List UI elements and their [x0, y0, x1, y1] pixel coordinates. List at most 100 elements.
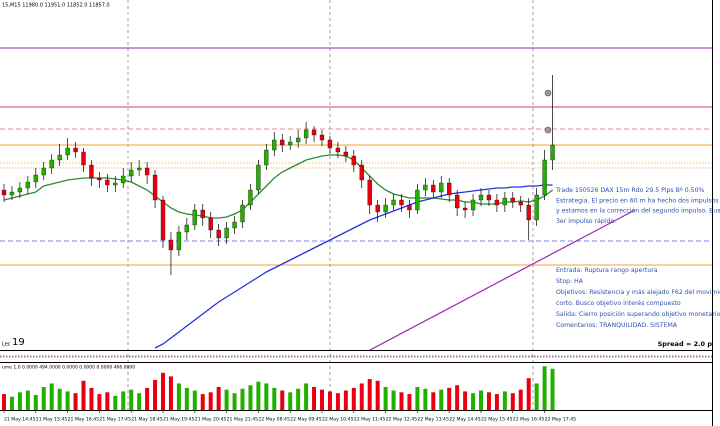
- volume-bar: [129, 389, 134, 410]
- candle-body: [407, 204, 412, 211]
- corner-label: Lec: [2, 342, 11, 348]
- volume-bar: [494, 394, 499, 410]
- x-tick-label: 22 May 11:45: [354, 417, 386, 423]
- volume-bar: [550, 368, 555, 410]
- candle-body: [1, 189, 7, 196]
- volume-bar: [431, 392, 436, 410]
- candle-body: [288, 141, 293, 146]
- x-tick-label: 22 May 12:45: [386, 417, 418, 423]
- volume-bar: [9, 396, 14, 410]
- candle-body: [399, 199, 404, 206]
- plan-note: Stop: HA: [556, 278, 584, 285]
- candle-body: [208, 217, 213, 231]
- candle-body: [343, 151, 349, 157]
- candle-body: [415, 189, 420, 211]
- x-tick-label: 22 May 16:45: [513, 417, 545, 423]
- volume-bar: [168, 376, 173, 410]
- candle-body: [280, 139, 285, 146]
- moving-average: [154, 184, 553, 349]
- volume-bar: [176, 383, 181, 410]
- candle-body: [534, 194, 539, 221]
- candle-body: [192, 209, 197, 226]
- volume-bar: [423, 388, 428, 410]
- volume-bar: [359, 383, 364, 410]
- candle-body: [89, 164, 94, 179]
- candle-body: [9, 191, 15, 196]
- volume-bar: [184, 387, 189, 410]
- x-tick-label: 22 May 10:45: [322, 417, 354, 423]
- candle-body: [518, 201, 523, 206]
- volume-bar: [407, 394, 412, 410]
- candle-body: [160, 199, 166, 241]
- volume-bar: [399, 392, 404, 410]
- candle-body: [447, 182, 452, 196]
- volume-bar: [518, 389, 523, 410]
- candle-body: [152, 174, 158, 201]
- candle-body: [351, 155, 356, 166]
- plan-note: Entrada: Ruptura rango apertura: [556, 267, 658, 274]
- trade-note: y estamos en la corrección del segundo i…: [556, 207, 720, 215]
- trendline: [369, 209, 636, 351]
- volume-bar: [57, 388, 62, 410]
- candle-body: [295, 137, 301, 143]
- volume-bar: [335, 393, 340, 410]
- x-tick-label: 22 May 14:45: [449, 417, 481, 423]
- candle-body: [73, 147, 78, 153]
- candle-body: [327, 139, 333, 149]
- candle-body: [232, 221, 237, 229]
- volume-bar: [113, 395, 118, 410]
- candle-body: [97, 177, 102, 181]
- volume-bar: [97, 394, 102, 410]
- volume-bar: [447, 387, 452, 410]
- volume-bar: [280, 390, 285, 410]
- volume-bar: [248, 385, 253, 410]
- candle-body: [216, 229, 221, 239]
- candle-body: [184, 224, 190, 233]
- volume-bar: [351, 387, 356, 410]
- plan-note: Comentarios: TRANQUILIDAD. SISTEMA: [556, 322, 678, 329]
- volume-bar: [463, 391, 468, 410]
- candle-body: [57, 154, 62, 161]
- volume-bar: [486, 392, 491, 410]
- header: 15,M15 11980.0 11951.0 11852.0 11857.0: [2, 3, 110, 9]
- candle-body: [431, 184, 436, 193]
- volume-bar: [367, 379, 372, 410]
- volume-bar: [17, 392, 22, 410]
- candle-body: [49, 159, 54, 169]
- candle-body: [359, 164, 364, 181]
- volume-bar: [200, 394, 205, 410]
- trade-note: Trade 150526 DAX 15m Rdo 29.5 Pips Bº 0.…: [555, 187, 705, 194]
- volume-bar: [81, 380, 86, 410]
- volume-bar: [25, 390, 30, 410]
- x-tick-label: 21 May 21:45: [227, 417, 259, 423]
- candle-body: [478, 194, 484, 201]
- volume-bar: [224, 389, 229, 410]
- volume-bar: [383, 387, 388, 410]
- candle-body: [311, 129, 317, 136]
- volume-bar: [145, 387, 150, 410]
- spread: Spread = 2.0 p: [658, 340, 713, 348]
- candle-body: [542, 159, 547, 196]
- candle-body: [144, 167, 150, 176]
- candle-body: [176, 231, 182, 251]
- candle-body: [470, 199, 476, 211]
- volume-bar: [73, 393, 78, 410]
- candle-body: [81, 151, 86, 166]
- volume-bar: [216, 387, 221, 410]
- volume-bar: [502, 391, 507, 410]
- candle-body: [256, 164, 261, 191]
- candle-body: [129, 169, 134, 177]
- trade-marker: [544, 126, 552, 134]
- volume-bar: [208, 392, 213, 410]
- candle-body: [550, 144, 555, 161]
- volume-bar: [455, 385, 460, 410]
- volume-bar: [510, 393, 515, 410]
- moving-average: [3, 154, 553, 219]
- x-tick-label: 22 May 15:45: [481, 417, 513, 423]
- candle-body: [25, 181, 31, 189]
- x-tick-label: 21 May 20:45: [195, 417, 227, 423]
- candle-body: [41, 167, 46, 176]
- volume-bar: [65, 391, 70, 410]
- volume-bar: [304, 383, 309, 410]
- candle-body: [136, 167, 142, 171]
